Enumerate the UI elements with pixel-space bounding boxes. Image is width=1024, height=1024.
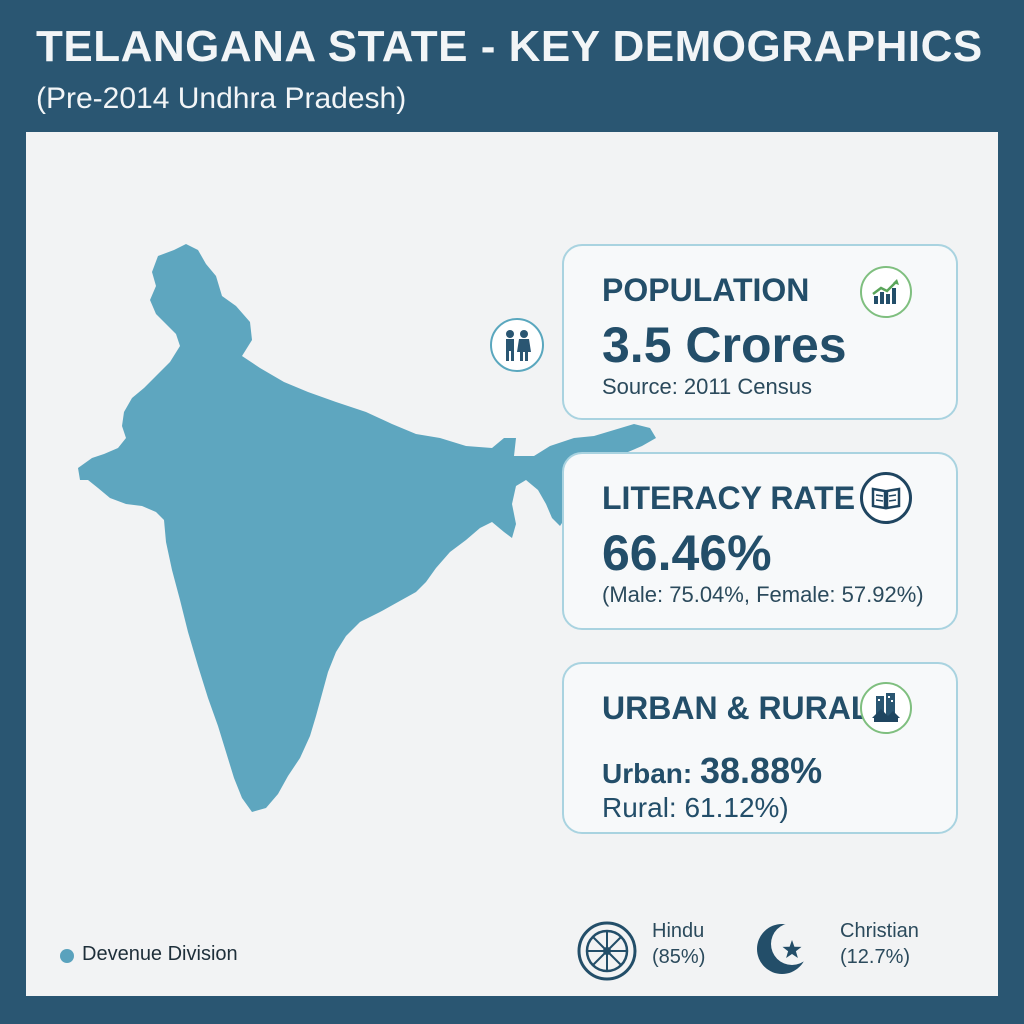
population-title: POPULATION — [602, 272, 810, 308]
content-panel: POPULATION 3.5 Crores Source: 2011 Censu… — [26, 132, 998, 996]
population-source: Source: 2011 Census — [602, 374, 812, 399]
urban-rural-card: URBAN & RURAL Urban: 38.88% Rural: 61.12… — [562, 662, 958, 834]
rural-value: Rural: 61.12%) — [602, 792, 789, 823]
population-value: 3.5 Crores — [602, 317, 847, 373]
legend-swatch — [60, 949, 74, 963]
crescent-star-icon — [752, 916, 814, 978]
people-icon — [490, 318, 544, 372]
religion-hindu-name: Hindu — [652, 920, 705, 942]
literacy-value: 66.46% — [602, 525, 772, 581]
religion-christian-name: Christian — [840, 920, 919, 942]
growth-chart-icon — [860, 266, 912, 318]
urban-rural-title: URBAN & RURAL — [602, 690, 871, 726]
urban-label: Urban: — [602, 758, 693, 789]
legend-label: Devenue Division — [82, 943, 238, 965]
religion-hindu-pct: (85%) — [652, 946, 706, 968]
page-title: TELANGANA STATE - KEY DEMOGRAPHICS — [36, 22, 983, 71]
city-house-icon — [860, 682, 912, 734]
urban-value: 38.88% — [700, 750, 823, 791]
india-map — [78, 244, 656, 812]
literacy-title: LITERACY RATE — [602, 480, 856, 516]
literacy-breakdown: (Male: 75.04%, Female: 57.92%) — [602, 582, 924, 607]
page-subtitle: (Pre-2014 Undhra Pradesh) — [36, 82, 407, 115]
population-card: POPULATION 3.5 Crores Source: 2011 Censu… — [562, 244, 958, 420]
dharma-wheel-icon — [576, 920, 638, 982]
literacy-card: LITERACY RATE 66.46% (Male: 75.04%, Fema… — [562, 452, 958, 630]
book-icon — [860, 472, 912, 524]
religion-christian-pct: (12.7%) — [840, 946, 911, 968]
